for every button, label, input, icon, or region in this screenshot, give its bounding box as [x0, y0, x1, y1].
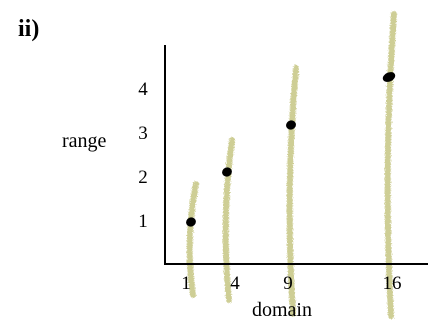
data-point-4	[222, 167, 232, 177]
y-tick-labels: 1 2 3 4	[138, 79, 148, 232]
data-point-9	[286, 120, 296, 130]
data-point-16	[382, 72, 396, 82]
x-tick-label-9: 9	[283, 273, 293, 294]
y-axis-label: range	[62, 130, 107, 152]
highlight-stroke-1	[186, 181, 199, 298]
data-point-1	[186, 217, 196, 227]
part-label: ii)	[18, 16, 39, 42]
y-tick-label-2: 2	[138, 167, 148, 188]
y-tick-label-3: 3	[138, 123, 148, 144]
y-tick-label-1: 1	[138, 211, 148, 232]
data-points	[186, 72, 396, 227]
x-tick-label-4: 4	[230, 273, 240, 294]
highlight-stroke-9	[286, 65, 299, 317]
highlight-stroke-16	[384, 11, 397, 319]
x-axis-label: domain	[252, 299, 312, 321]
y-tick-label-4: 4	[138, 79, 148, 100]
highlight-strokes	[186, 11, 397, 319]
highlight-stroke-4	[222, 137, 235, 303]
x-tick-label-1: 1	[181, 273, 191, 294]
x-tick-labels: 1 4 9 16	[181, 273, 401, 294]
axes	[164, 45, 428, 265]
x-tick-label-16: 16	[383, 273, 402, 294]
